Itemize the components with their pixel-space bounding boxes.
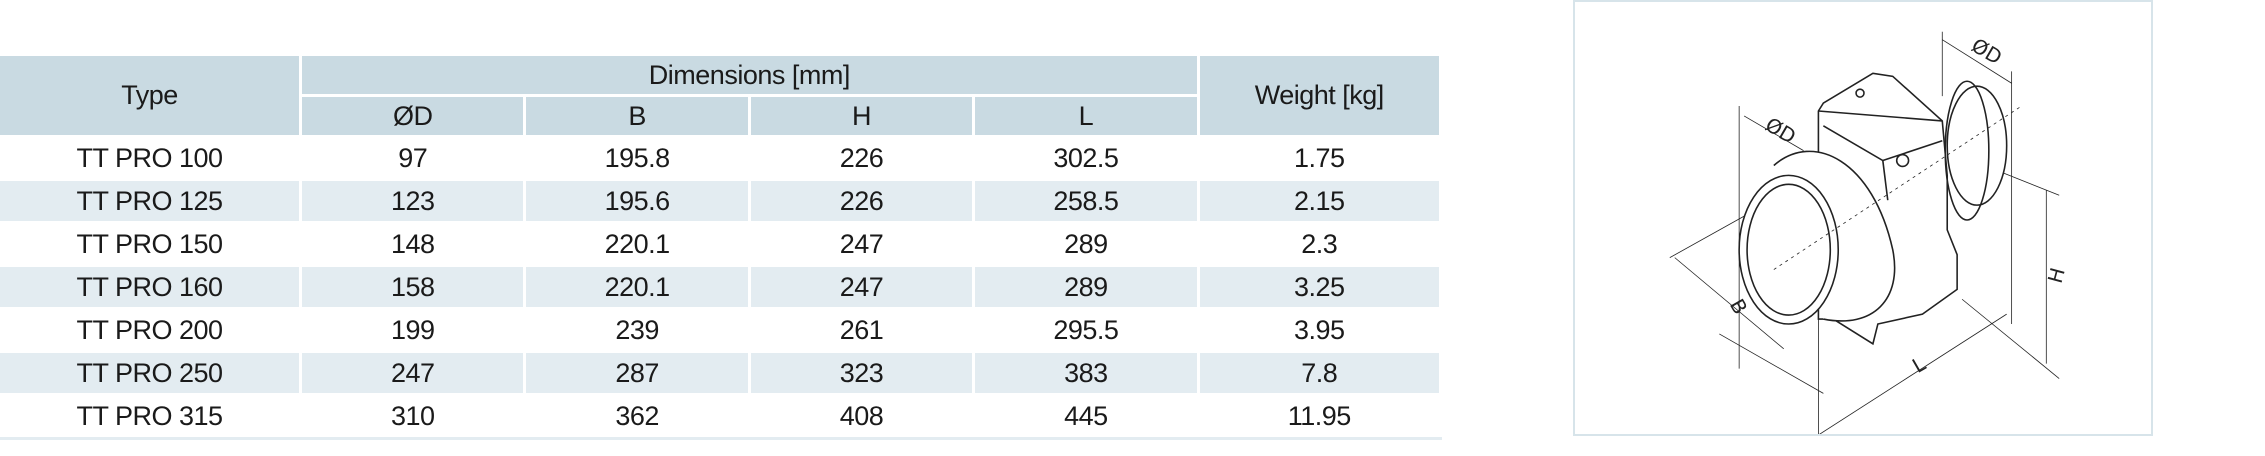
cell-type: TT PRO 250 (0, 353, 300, 393)
cell-l: 295.5 (1053, 314, 1119, 345)
cell-b: 239 (615, 314, 659, 345)
table-row: TT PRO 100 97 195.8 226 302.5 1.75 (0, 138, 1439, 178)
cell-type: TT PRO 150 (76, 228, 224, 259)
b-header: B (526, 97, 748, 135)
table-row: TT PRO 160 158 220.1 247 289 3.25 (0, 267, 1439, 307)
type-header: Type (0, 56, 300, 135)
cell-type: TT PRO 200 (76, 314, 224, 345)
cell-h: 261 (839, 314, 884, 345)
h-header: H (750, 97, 973, 135)
d-header: ØD (302, 97, 524, 135)
cell-d: 148 (390, 228, 435, 259)
cell-weight: 11.95 (1287, 400, 1352, 431)
l-header: L (975, 97, 1197, 135)
cell-h: 323 (750, 353, 973, 393)
label-l: L (1908, 352, 1929, 377)
cell-l: 445 (1064, 400, 1108, 431)
cell-h: 408 (839, 400, 884, 431)
table-bottom-line (0, 437, 1442, 440)
cell-weight: 3.95 (1294, 314, 1345, 345)
cell-type: TT PRO 125 (0, 181, 300, 221)
table-row: TT PRO 200 199 239 261 295.5 3.95 (0, 310, 1439, 350)
cell-b: 195.8 (604, 142, 671, 173)
cell-d: 123 (302, 181, 524, 221)
cell-b: 195.6 (526, 181, 748, 221)
cell-h: 226 (750, 181, 973, 221)
cell-h: 226 (839, 142, 884, 173)
dimensions-table: Type Dimensions [mm] Weight [kg] ØD B H … (0, 53, 1442, 439)
label-b: B (1725, 295, 1752, 318)
cell-d: 310 (390, 400, 435, 431)
weight-header: Weight [kg] (1199, 56, 1439, 135)
table-row: TT PRO 150 148 220.1 247 289 2.3 (0, 224, 1439, 264)
cell-b: 220.1 (526, 267, 748, 307)
cell-weight: 2.15 (1199, 181, 1439, 221)
cell-b: 287 (526, 353, 748, 393)
cell-b: 220.1 (604, 228, 671, 259)
cell-weight: 7.8 (1199, 353, 1439, 393)
cell-h: 247 (839, 228, 884, 259)
cell-b: 362 (615, 400, 659, 431)
duct-fan-illustration (1669, 31, 2060, 453)
fan-dimension-drawing: ØD ØD B H L (1573, 0, 2153, 453)
cell-l: 302.5 (1053, 142, 1119, 173)
cell-d: 247 (302, 353, 524, 393)
table-row: TT PRO 250 247 287 323 383 7.8 (0, 353, 1439, 393)
cell-l: 289 (1064, 228, 1108, 259)
cell-l: 258.5 (975, 181, 1197, 221)
cell-type: TT PRO 160 (0, 267, 300, 307)
dimensions-header: Dimensions [mm] (302, 56, 1197, 94)
table-row: TT PRO 315 310 362 408 445 11.95 (0, 396, 1439, 436)
label-d-back: ØD (1968, 34, 2006, 69)
cell-type: TT PRO 100 (76, 142, 224, 173)
cell-weight: 1.75 (1294, 142, 1345, 173)
cell-l: 383 (975, 353, 1197, 393)
label-d-front: ØD (1761, 113, 1799, 148)
cell-weight: 3.25 (1199, 267, 1439, 307)
cell-d: 158 (302, 267, 524, 307)
label-h: H (2044, 265, 2070, 285)
cell-d: 199 (390, 314, 435, 345)
cell-l: 289 (975, 267, 1197, 307)
cell-type: TT PRO 315 (76, 400, 224, 431)
cell-d: 97 (398, 142, 428, 173)
cell-weight: 2.3 (1301, 228, 1338, 259)
cell-h: 247 (750, 267, 973, 307)
table-row: TT PRO 125 123 195.6 226 258.5 2.15 (0, 181, 1439, 221)
